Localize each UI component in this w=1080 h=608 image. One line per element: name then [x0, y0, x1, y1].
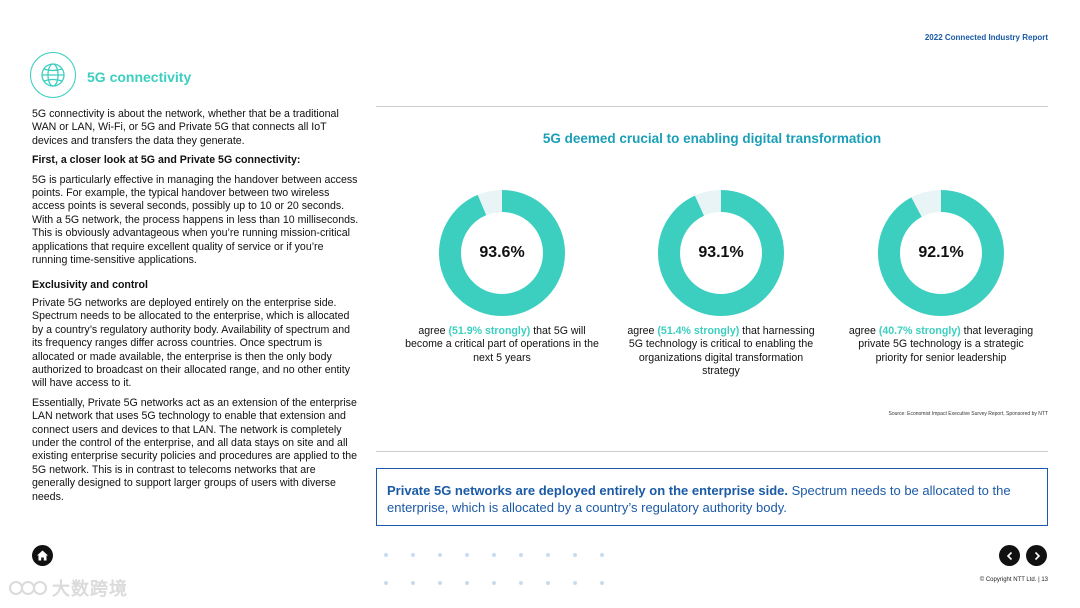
paragraph-essentially: Essentially, Private 5G networks act as …	[32, 396, 358, 503]
paragraph-handover: 5G is particularly effective in managing…	[32, 173, 359, 267]
globe-icon	[30, 52, 76, 98]
decorative-dot	[519, 553, 523, 557]
decorative-dots	[384, 553, 614, 589]
caption-post: that harnessing 5G technology is critica…	[628, 325, 815, 378]
donut-value-1: 93.6%	[479, 244, 525, 261]
callout-strong: Private 5G networks are deployed entirel…	[387, 483, 788, 498]
watermark-text: 大数跨境	[52, 579, 128, 599]
decorative-dot	[384, 581, 388, 585]
decorative-dot	[411, 581, 415, 585]
home-button[interactable]	[32, 545, 53, 566]
decorative-dot	[519, 581, 523, 585]
watermark: 大数跨境	[8, 575, 128, 601]
caption-highlight: (51.4% strongly)	[657, 325, 740, 337]
chart-title: 5G deemed crucial to enabling digital tr…	[542, 131, 882, 146]
decorative-dot	[465, 553, 469, 557]
decorative-dot	[465, 581, 469, 585]
donut-chart-1: 93.6%	[439, 190, 565, 316]
paragraph-intro: 5G connectivity is about the network, wh…	[32, 108, 339, 147]
donut-arc-3	[878, 190, 1004, 316]
chevron-left-icon	[1006, 551, 1012, 560]
divider-top	[376, 106, 1048, 107]
decorative-dot	[573, 553, 577, 557]
caption-pre: agree	[848, 325, 879, 337]
decorative-dot	[411, 553, 415, 557]
donut-caption-3: agree (40.7% strongly) that leveraging p…	[841, 325, 1041, 365]
caption-post: that leveraging private 5G technology is…	[858, 325, 1034, 364]
donut-caption-1: agree (51.9% strongly) that 5G will beco…	[402, 325, 602, 365]
donut-arc-1	[439, 190, 565, 316]
callout-box: Private 5G networks are deployed entirel…	[376, 468, 1048, 526]
chevron-right-icon	[1034, 551, 1040, 560]
donut-caption-2: agree (51.4% strongly) that harnessing 5…	[621, 325, 821, 379]
decorative-dot	[492, 553, 496, 557]
decorative-dot	[600, 553, 604, 557]
home-icon	[37, 550, 48, 561]
section-title: 5G connectivity	[87, 69, 192, 85]
next-page-button[interactable]	[1026, 545, 1047, 566]
donut-arc-2	[658, 190, 784, 316]
paragraph-closer-look: First, a closer look at 5G and Private 5…	[32, 154, 301, 167]
decorative-dot	[492, 581, 496, 585]
copyright: © Copyright NTT Ltd. | 13	[979, 577, 1048, 583]
heading-exclusivity: Exclusivity and control	[32, 279, 148, 292]
donut-value-2: 93.1%	[698, 244, 744, 261]
paragraph-private-5g: Private 5G networks are deployed entirel…	[32, 296, 351, 390]
body-text: 5G connectivity is about the network, wh…	[32, 108, 360, 510]
donut-value-3: 92.1%	[918, 244, 964, 261]
decorative-dot	[438, 553, 442, 557]
decorative-dot	[438, 581, 442, 585]
watermark-logo-icon	[9, 581, 47, 595]
donut-chart-3: 92.1%	[878, 190, 1004, 316]
callout-rest: Spectrum needs to be allocated to the en…	[387, 483, 1011, 515]
decorative-dot	[546, 581, 550, 585]
decorative-dot	[546, 553, 550, 557]
decorative-dot	[384, 553, 388, 557]
chart-source: Source: Economist Impact Executive Surve…	[888, 411, 1048, 417]
caption-highlight: (40.7% strongly)	[878, 325, 961, 337]
caption-pre: agree	[627, 325, 658, 337]
decorative-dot	[573, 581, 577, 585]
decorative-dot	[600, 581, 604, 585]
prev-page-button[interactable]	[999, 545, 1020, 566]
report-title: 2022 Connected Industry Report	[924, 33, 1048, 42]
caption-highlight: (51.9% strongly)	[448, 325, 531, 337]
caption-pre: agree	[418, 325, 449, 337]
divider-bottom	[376, 451, 1048, 452]
caption-post: that 5G will become a critical part of o…	[405, 325, 599, 364]
donut-chart-2: 93.1%	[658, 190, 784, 316]
